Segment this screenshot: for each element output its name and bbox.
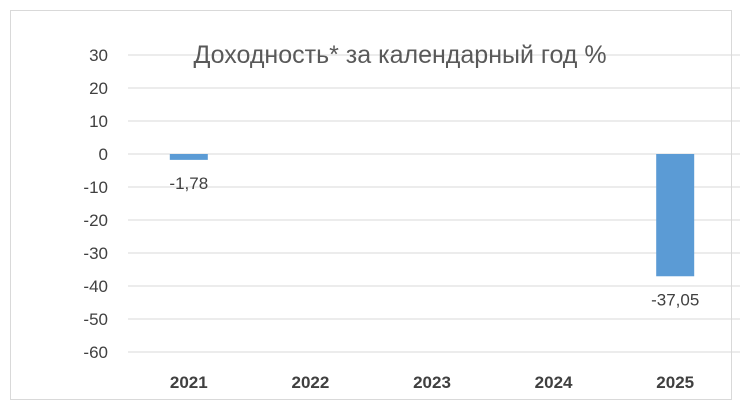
y-tick-label: 10 <box>89 112 108 131</box>
chart-title: Доходность* за календарный год % <box>193 41 606 69</box>
y-tick-label: 30 <box>89 46 108 65</box>
chart-frame <box>10 10 732 400</box>
x-category-label: 2023 <box>413 373 451 392</box>
bar-2021 <box>169 154 208 160</box>
y-tick-label: -50 <box>83 310 108 329</box>
data-label-2025: -37,05 <box>651 290 699 309</box>
x-category-label: 2024 <box>535 373 573 392</box>
y-tick-label: 20 <box>89 79 108 98</box>
y-tick-label: -10 <box>83 178 108 197</box>
y-tick-label: -30 <box>83 244 108 263</box>
x-category-label: 2025 <box>656 373 694 392</box>
y-tick-label: -40 <box>83 277 108 296</box>
x-category-label: 2022 <box>291 373 329 392</box>
bar-2025 <box>656 154 695 277</box>
y-tick-label: -60 <box>83 343 108 362</box>
y-tick-label: 0 <box>99 145 108 164</box>
y-tick-label: -20 <box>83 211 108 230</box>
x-category-label: 2021 <box>170 373 208 392</box>
data-label-2021: -1,78 <box>169 174 208 193</box>
